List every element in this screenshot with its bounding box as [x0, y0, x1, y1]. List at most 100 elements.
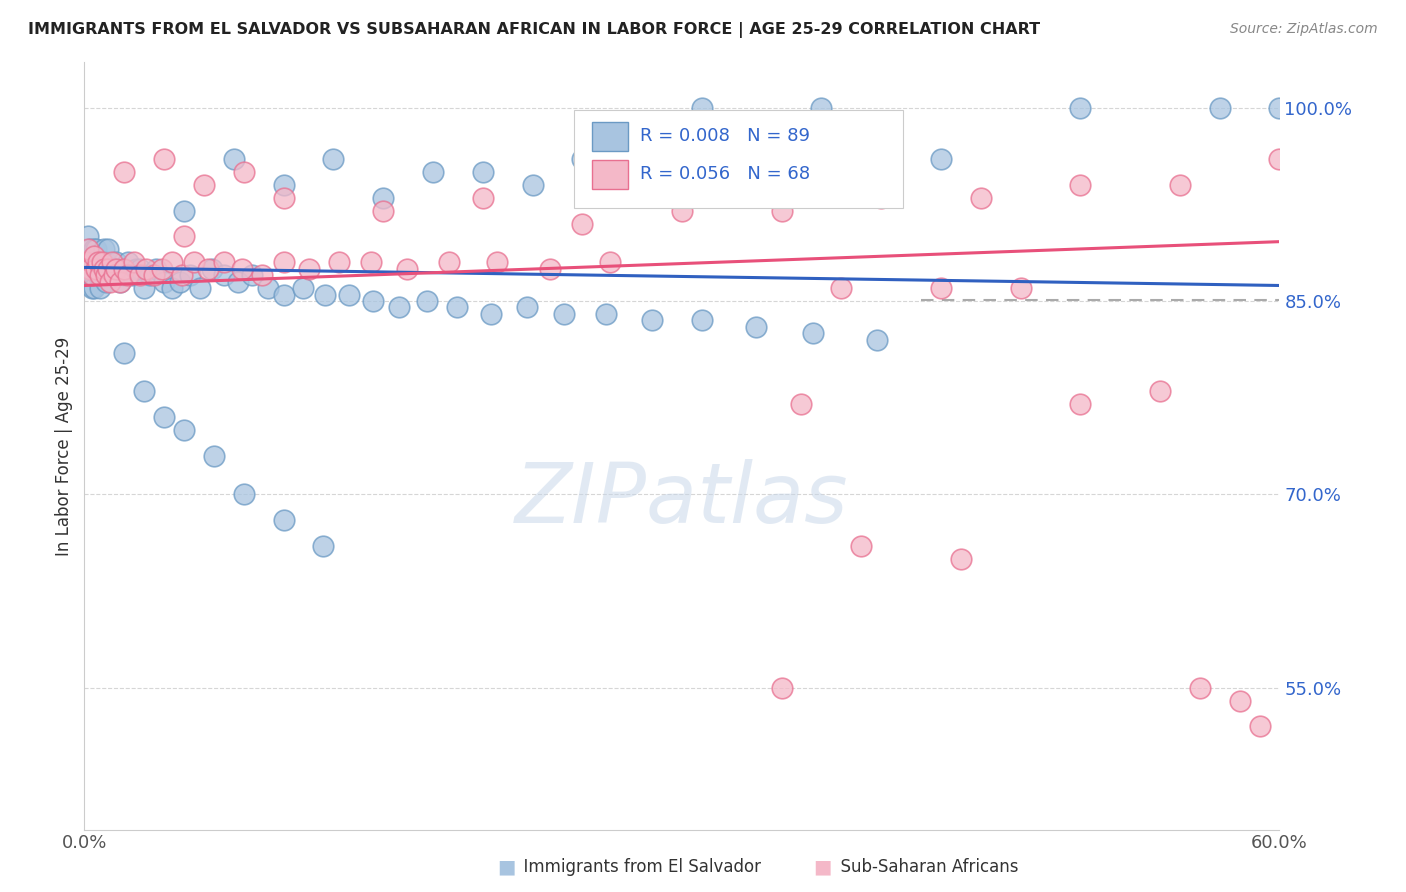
Point [830, 281, 852, 295]
Point [810, 101, 832, 115]
Point [212, 255, 235, 269]
Point [96, 275, 118, 289]
Point [93, 268, 115, 282]
Point [803, 326, 825, 341]
Point [422, 165, 444, 179]
Point [1168, 178, 1191, 192]
Point [77, 229, 100, 244]
Point [222, 152, 245, 166]
Point [79, 243, 101, 257]
Point [86, 261, 108, 276]
Point [744, 319, 766, 334]
Point [471, 191, 494, 205]
Point [540, 261, 562, 276]
Point [866, 333, 889, 347]
Point [641, 313, 664, 327]
Point [183, 255, 205, 269]
Point [1069, 101, 1091, 115]
Point [97, 243, 120, 257]
Point [77, 255, 100, 269]
Point [256, 281, 278, 295]
Point [322, 152, 344, 166]
Point [479, 307, 502, 321]
Point [231, 261, 253, 276]
Text: ■: ■ [813, 857, 832, 877]
Point [1229, 693, 1251, 707]
Point [112, 261, 135, 276]
Point [117, 268, 139, 282]
Point [337, 287, 360, 301]
Point [170, 268, 193, 282]
Point [86, 243, 108, 257]
Point [82, 255, 104, 269]
Point [273, 255, 295, 269]
Point [169, 275, 191, 289]
Text: ■: ■ [496, 857, 516, 877]
Point [1209, 101, 1232, 115]
Point [273, 287, 295, 301]
Point [373, 203, 395, 218]
Point [273, 513, 295, 527]
Point [112, 165, 135, 179]
Point [770, 681, 793, 695]
Bar [592, 121, 628, 151]
Point [929, 152, 952, 166]
Point [173, 423, 195, 437]
Point [111, 261, 134, 276]
Point [129, 261, 152, 276]
Bar [592, 160, 628, 189]
Point [89, 268, 111, 282]
Point [690, 313, 713, 327]
Point [328, 255, 350, 269]
Point [122, 255, 145, 269]
Point [671, 203, 693, 218]
Point [125, 261, 148, 276]
Point [91, 255, 114, 269]
Point [160, 281, 183, 295]
Point [150, 261, 173, 276]
Point [240, 268, 263, 282]
Point [226, 275, 249, 289]
Text: R = 0.056   N = 68: R = 0.056 N = 68 [640, 165, 810, 184]
Point [89, 281, 111, 295]
Point [870, 191, 893, 205]
Point [145, 261, 167, 276]
Point [1149, 384, 1171, 399]
Y-axis label: In Labor Force | Age 25-29: In Labor Force | Age 25-29 [55, 336, 73, 556]
Point [599, 255, 621, 269]
Point [298, 261, 321, 276]
Point [1268, 101, 1291, 115]
Point [416, 293, 439, 308]
Point [105, 255, 128, 269]
Point [96, 268, 118, 282]
Point [97, 261, 120, 276]
Point [232, 487, 254, 501]
Point [1069, 397, 1091, 411]
Point [153, 409, 176, 424]
Point [97, 261, 120, 276]
Point [93, 243, 115, 257]
Text: IMMIGRANTS FROM EL SALVADOR VS SUBSAHARAN AFRICAN IN LABOR FORCE | AGE 25-29 COR: IMMIGRANTS FROM EL SALVADOR VS SUBSAHARA… [28, 22, 1040, 38]
Point [770, 203, 793, 218]
Point [86, 261, 108, 276]
Point [360, 255, 382, 269]
Point [522, 178, 544, 192]
Point [83, 243, 105, 257]
Point [173, 229, 195, 244]
Point [96, 255, 118, 269]
Point [112, 268, 135, 282]
Point [121, 268, 143, 282]
Point [82, 268, 104, 282]
Point [83, 249, 105, 263]
Text: R = 0.008   N = 89: R = 0.008 N = 89 [640, 127, 810, 145]
Point [101, 268, 124, 282]
Point [117, 255, 139, 269]
Point [851, 539, 873, 553]
Point [188, 281, 211, 295]
Point [516, 301, 538, 315]
Point [179, 268, 201, 282]
Point [110, 275, 132, 289]
Point [98, 275, 121, 289]
Point [110, 275, 132, 289]
Point [91, 255, 114, 269]
